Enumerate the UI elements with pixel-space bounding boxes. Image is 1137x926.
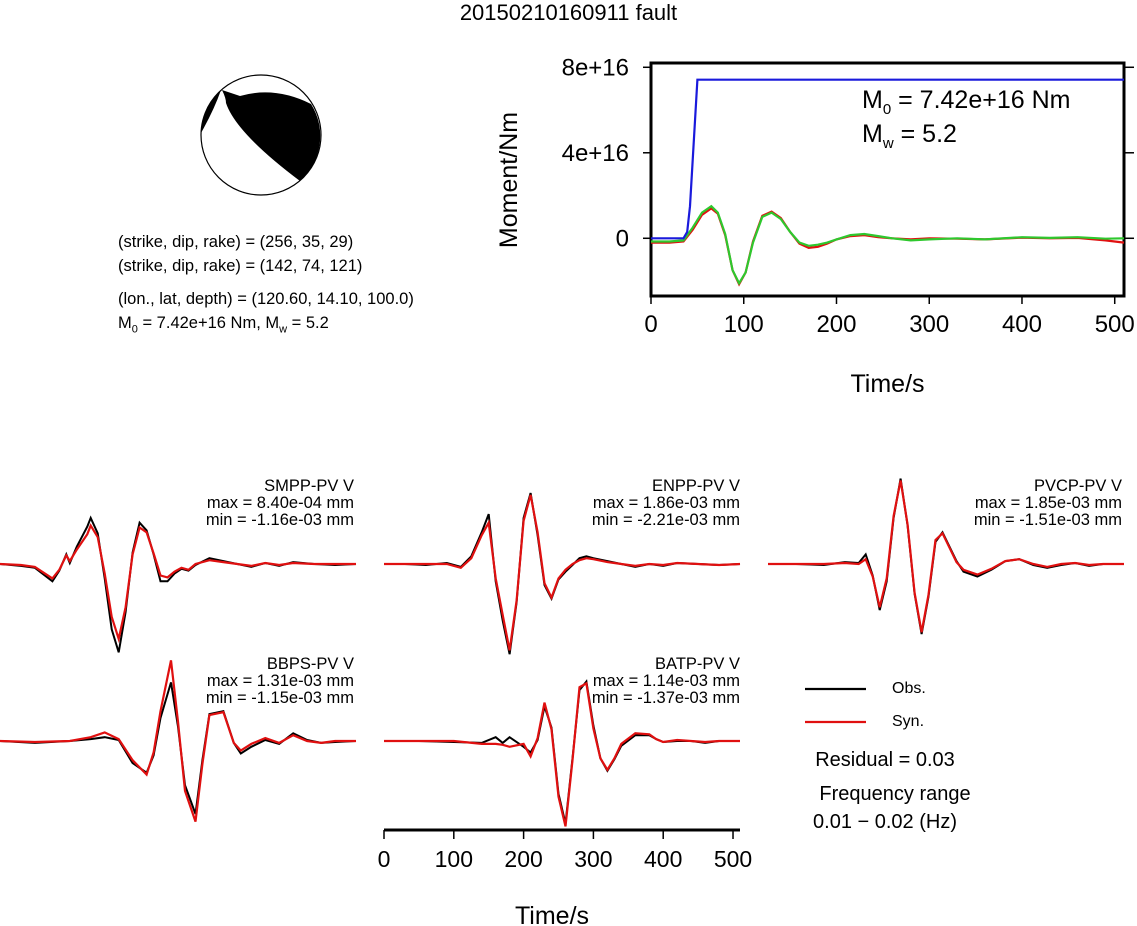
moment-ytick-label: 8e+16 (562, 54, 629, 81)
moment-xlabel: Time/s (850, 370, 924, 398)
mw-value: = 5.2 (287, 314, 329, 332)
waveform-xtick-label: 100 (435, 846, 473, 872)
moment-xtick-label: 500 (1095, 311, 1135, 338)
waveform-panels (0, 478, 1124, 827)
waveform-syn-0 (0, 523, 356, 644)
moment-annotation-m0: M0 = 7.42e+16 Nm (862, 86, 1070, 118)
moment-ytick-label: 0 (616, 225, 629, 252)
moment-annotation-mw: Mw = 5.2 (862, 120, 957, 152)
beachball (200, 74, 322, 196)
moment-series-line-1 (651, 204, 1125, 286)
moment-chart-frame (649, 61, 1126, 298)
panel-max-text: max = 8.40e-04 mm (206, 494, 354, 512)
hypocenter-text: (lon., lat, depth) = (120.60, 14.10, 100… (118, 290, 414, 308)
figure-title: 20150210160911 fault (459, 0, 678, 25)
waveform-xtick-label: 500 (714, 846, 752, 872)
panel-station-text: SMPP-PV V (264, 477, 354, 495)
panel-min-text: min = -1.37e-03 mm (591, 689, 740, 707)
waveform-xtick-label: 0 (378, 846, 391, 872)
panel-min-text: min = -1.51e-03 mm (973, 511, 1122, 529)
waveform-syn-1 (384, 494, 741, 651)
moment-xtick-label: 200 (816, 311, 856, 338)
panel-station-text: BBPS-PV V (266, 655, 354, 673)
moment-xtick-label: 300 (909, 311, 949, 338)
panel-max-text: max = 1.31e-03 mm (206, 672, 354, 690)
moment-xtick-label: 400 (1002, 311, 1042, 338)
moment-xtick-label: 100 (724, 311, 764, 338)
waveform-xlabel: Time/s (515, 902, 589, 926)
moment-series (651, 78, 1125, 287)
waveform-time-axis: 0 100 200 300 400 500 Time/s (378, 828, 752, 926)
freq-range-title: Frequency range (819, 783, 971, 805)
panel-max-text: max = 1.86e-03 mm (592, 494, 740, 512)
annotation-mw-sub: w (882, 135, 894, 152)
moment-ylabel: Moment/Nm (495, 112, 523, 248)
waveform-xtick-label: 400 (644, 846, 682, 872)
annotation-mw-symbol: M (862, 120, 883, 148)
panel-station-text: BATP-PV V (655, 655, 740, 673)
waveform-xtick-label: 200 (504, 846, 542, 872)
annotation-mw-value: = 5.2 (893, 120, 957, 148)
panel-max-text: max = 1.14e-03 mm (592, 672, 740, 690)
beachball-quadrant-right (222, 90, 321, 181)
m0-symbol: M (118, 314, 132, 332)
annotation-m0-symbol: M (862, 86, 883, 114)
panel-station-text: PVCP-PV V (1033, 477, 1122, 495)
freq-range-value: 0.01 − 0.02 (Hz) (813, 811, 957, 833)
magnitude-text: M0 = 7.42e+16 Nm, Mw = 5.2 (118, 313, 329, 339)
waveform-xtick-label: 300 (574, 846, 612, 872)
panel-max-text: max = 1.85e-03 mm (974, 494, 1122, 512)
nodal-plane-2: (strike, dip, rake) = (142, 74, 121) (118, 257, 363, 275)
waveform-syn-4 (384, 681, 740, 827)
legend-obs-label: Obs. (892, 680, 926, 697)
annotation-m0-sub: 0 (882, 101, 892, 118)
moment-series-line-2 (651, 207, 1125, 287)
waveform-obs-0 (0, 515, 357, 653)
moment-ytick-label: 4e+16 (562, 140, 629, 167)
moment-series-line-0 (651, 78, 1124, 240)
moment-axes: 0 100 200 300 400 500 0 4e+16 8e+16 Time/s Moment/… (495, 54, 1135, 398)
residual-text: Residual = 0.03 (815, 749, 955, 771)
legend-syn-label: Syn. (892, 713, 925, 730)
panel-min-text: min = -1.15e-03 mm (205, 689, 354, 707)
panel-min-text: min = -1.16e-03 mm (205, 511, 354, 529)
moment-xtick-label: 0 (644, 311, 657, 338)
beachball-quadrant-left (201, 90, 221, 133)
annotation-m0-value: = 7.42e+16 Nm (891, 86, 1071, 114)
panel-station-text: ENPP-PV V (651, 477, 740, 495)
moment-chart (649, 61, 1126, 298)
panel-min-text: min = -2.21e-03 mm (591, 511, 740, 529)
nodal-plane-1: (strike, dip, rake) = (256, 35, 29) (118, 233, 354, 251)
m0-subscript: 0 (131, 323, 138, 336)
waveform-syn-2 (768, 480, 1124, 633)
waveform-syn-3 (0, 660, 356, 822)
m0-value: = 7.42e+16 Nm, M (137, 314, 280, 332)
mw-subscript: w (279, 323, 288, 336)
